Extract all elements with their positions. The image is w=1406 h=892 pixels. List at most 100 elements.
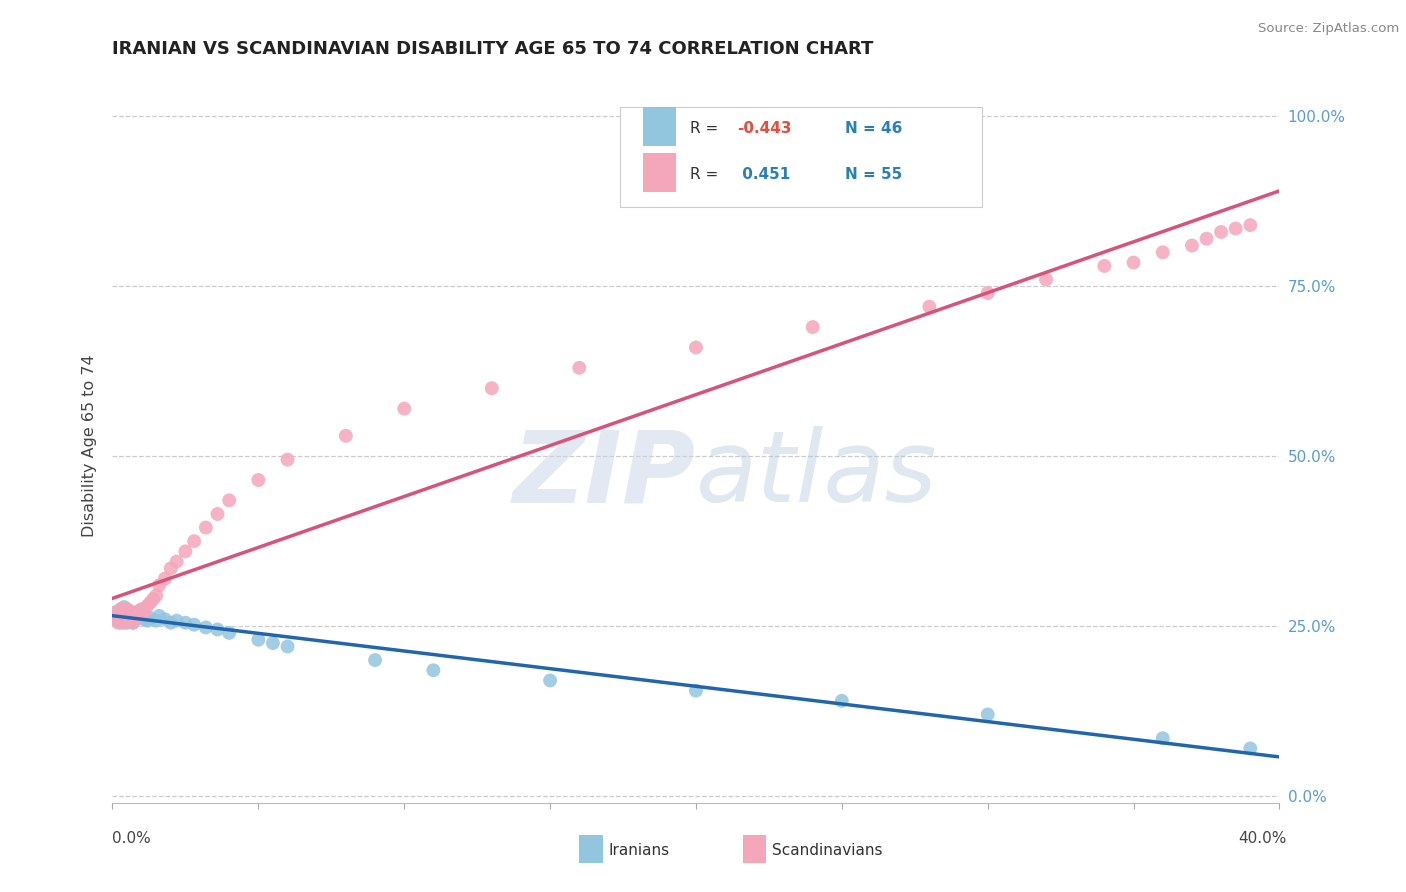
Point	[364, 653, 387, 667]
Point	[1239, 218, 1261, 232]
Point	[207, 507, 229, 521]
Point	[1209, 225, 1232, 239]
Point	[128, 608, 150, 623]
Point	[218, 493, 240, 508]
Point	[801, 320, 824, 334]
Text: R =: R =	[690, 120, 723, 136]
Point	[115, 607, 138, 621]
Point	[247, 632, 270, 647]
Point	[685, 683, 707, 698]
Point	[115, 606, 138, 620]
Point	[118, 612, 141, 626]
Point	[107, 614, 129, 628]
Point	[134, 604, 156, 618]
Point	[1195, 232, 1218, 246]
Text: Source: ZipAtlas.com: Source: ZipAtlas.com	[1258, 22, 1399, 36]
Point	[107, 604, 129, 618]
Text: N = 46: N = 46	[845, 120, 903, 136]
Point	[207, 623, 229, 637]
Point	[247, 473, 270, 487]
Point	[183, 617, 205, 632]
Point	[104, 606, 127, 620]
Y-axis label: Disability Age 65 to 74: Disability Age 65 to 74	[82, 355, 97, 537]
Text: Scandinavians: Scandinavians	[772, 843, 883, 858]
Text: 40.0%: 40.0%	[1239, 831, 1286, 846]
Point	[115, 602, 138, 616]
Point	[276, 640, 298, 654]
Point	[131, 607, 153, 621]
Text: IRANIAN VS SCANDINAVIAN DISABILITY AGE 65 TO 74 CORRELATION CHART: IRANIAN VS SCANDINAVIAN DISABILITY AGE 6…	[112, 40, 875, 58]
Point	[122, 607, 145, 621]
Point	[115, 612, 138, 626]
Point	[118, 608, 141, 623]
Point	[918, 300, 941, 314]
Text: Iranians: Iranians	[609, 843, 669, 858]
Point	[831, 694, 853, 708]
Point	[166, 555, 188, 569]
Point	[174, 544, 197, 558]
Point	[115, 604, 138, 618]
Point	[104, 612, 127, 626]
Text: -0.443: -0.443	[737, 120, 792, 136]
Point	[118, 607, 141, 621]
Point	[107, 607, 129, 621]
Point	[115, 615, 138, 630]
Point	[136, 599, 159, 613]
Point	[148, 608, 170, 623]
Point	[194, 520, 217, 534]
Point	[183, 534, 205, 549]
Point	[110, 607, 132, 621]
FancyBboxPatch shape	[620, 107, 981, 207]
Point	[976, 707, 998, 722]
Point	[128, 608, 150, 623]
Point	[153, 612, 176, 626]
Point	[122, 615, 145, 630]
Point	[194, 620, 217, 634]
Point	[128, 604, 150, 618]
Point	[107, 608, 129, 623]
Point	[1122, 255, 1144, 269]
Point	[568, 360, 591, 375]
Point	[160, 561, 183, 575]
Point	[104, 612, 127, 626]
Point	[110, 602, 132, 616]
Point	[422, 663, 444, 677]
Point	[976, 286, 998, 301]
Point	[139, 595, 162, 609]
Point	[148, 578, 170, 592]
Point	[139, 611, 162, 625]
Text: R =: R =	[690, 167, 723, 182]
Point	[110, 602, 132, 616]
Point	[125, 612, 148, 626]
FancyBboxPatch shape	[742, 835, 766, 863]
Point	[134, 612, 156, 626]
Point	[262, 636, 284, 650]
Point	[174, 615, 197, 630]
Text: ZIP: ZIP	[513, 426, 696, 523]
Point	[1181, 238, 1204, 252]
FancyBboxPatch shape	[644, 153, 676, 193]
Point	[1035, 272, 1057, 286]
Point	[160, 615, 183, 630]
Point	[110, 615, 132, 630]
Text: 0.0%: 0.0%	[112, 831, 152, 846]
Point	[685, 341, 707, 355]
Point	[481, 381, 503, 395]
Text: atlas: atlas	[696, 426, 938, 523]
Point	[1239, 741, 1261, 756]
Point	[166, 614, 188, 628]
Point	[136, 614, 159, 628]
Point	[122, 608, 145, 623]
Point	[125, 612, 148, 626]
Point	[142, 591, 165, 606]
Text: N = 55: N = 55	[845, 167, 903, 182]
Point	[125, 607, 148, 621]
Point	[1092, 259, 1115, 273]
Text: 0.451: 0.451	[737, 167, 790, 182]
Point	[153, 572, 176, 586]
Point	[112, 615, 135, 630]
Point	[112, 600, 135, 615]
FancyBboxPatch shape	[579, 835, 603, 863]
Point	[145, 589, 167, 603]
Point	[125, 607, 148, 621]
